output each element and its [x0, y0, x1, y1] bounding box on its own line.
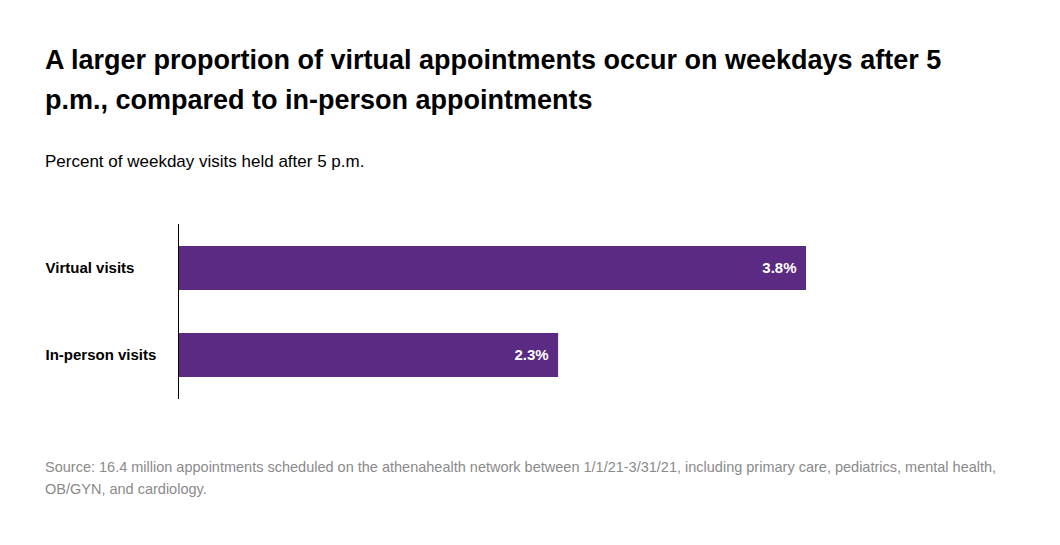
svg-text:2.3%: 2.3%: [514, 346, 548, 363]
html-text:Percent of weekday visits held: Percent of weekday visits held after 5 p…: [45, 152, 365, 171]
svg-text:Virtual visits: Virtual visits: [46, 259, 135, 276]
svg-text:In-person visits: In-person visits: [46, 346, 157, 363]
html-text:A larger proportion of virtual: A larger proportion of virtual appointme…: [45, 45, 942, 115]
svg-text:3.8%: 3.8%: [762, 259, 796, 276]
html-text:Source: 16.4 million appointme: Source: 16.4 million appointments schedu…: [45, 459, 997, 497]
